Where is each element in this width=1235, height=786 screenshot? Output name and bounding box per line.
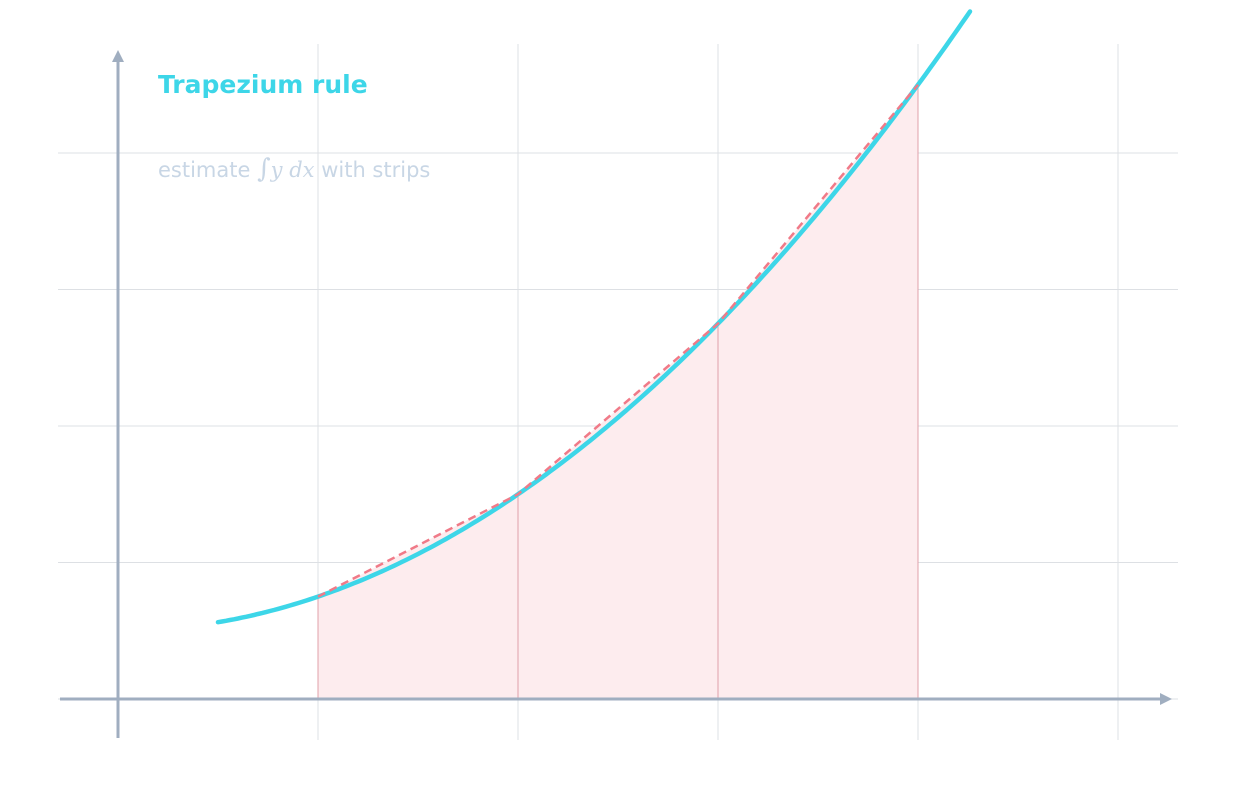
y-arrow (112, 50, 124, 62)
title: Trapezium rule (158, 70, 368, 99)
subtitle-prefix: estimate (158, 158, 250, 182)
subtitle-suffix: with strips (321, 158, 430, 182)
integral-y: y (270, 158, 284, 182)
axes (60, 50, 1172, 738)
curve-layer (215, 9, 973, 625)
strips (317, 84, 919, 699)
curve (215, 9, 973, 625)
trapezium (318, 494, 518, 699)
x-arrow (1160, 693, 1172, 705)
trapezium (718, 84, 918, 699)
integral-sign: ∫ (257, 154, 271, 184)
integral-dx: dx (289, 158, 314, 182)
trapezium-top (317, 83, 919, 598)
subtitle: estimate ∫y dx with strips (158, 154, 430, 184)
trapezium (518, 323, 718, 699)
